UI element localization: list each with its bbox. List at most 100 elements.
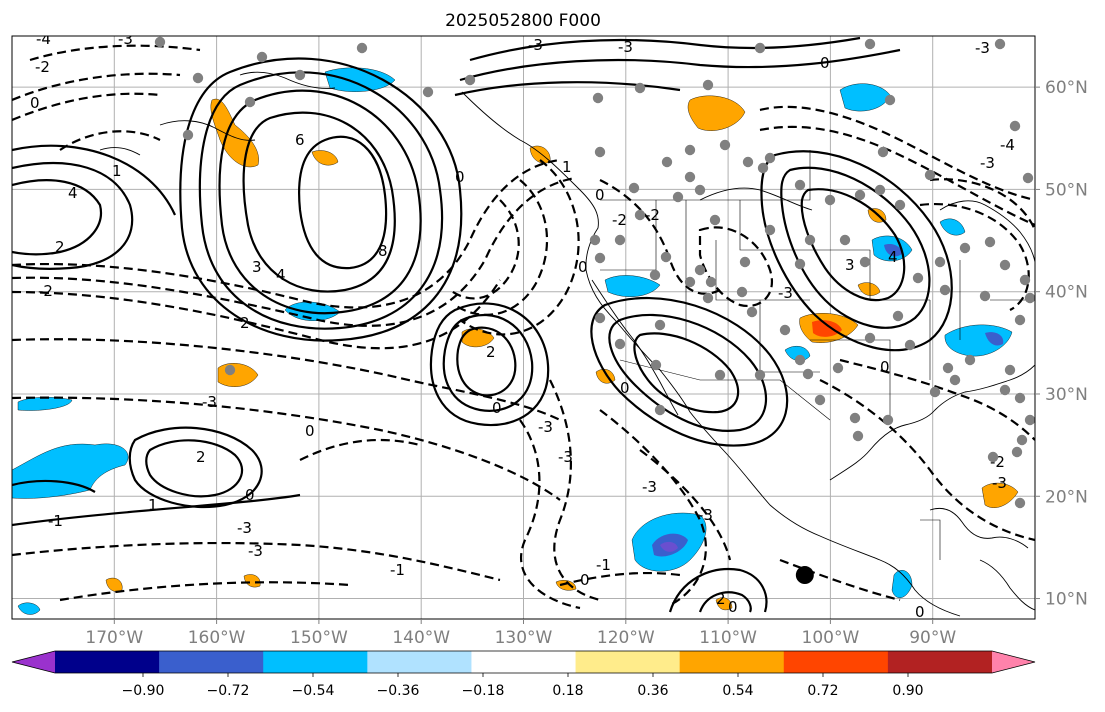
shading-patch [12,443,129,499]
station-dot [694,184,706,196]
contour-label: 1 [562,158,572,176]
lat-tick-label: 10°N [1045,590,1088,610]
lon-tick-label: 150°W [290,628,348,648]
contour-line [12,479,96,493]
station-dot [934,256,946,268]
station-dot [628,182,640,194]
station-dot [794,179,806,191]
contour-label: 0 [595,186,605,204]
station-dot [422,86,434,98]
lat-tick-label: 40°N [1045,283,1088,303]
station-dot [614,338,626,350]
contour-label: -3 [975,39,990,57]
station-dot [994,38,1006,50]
contour-line [519,419,581,610]
colorbar-extend-low [12,651,55,673]
shading-patch [884,244,902,257]
contour-label: -3 [538,418,553,436]
station-dot [594,252,606,264]
colorbar-segment [55,651,160,673]
contour-label: -1 [48,512,63,530]
latitude-axis: 60°N 50°N 40°N 30°N 20°N 10°N [1035,78,1088,610]
contour-line [760,150,953,352]
contour-line [429,302,550,427]
contour-label: -3 [118,30,133,48]
station-dot [912,272,924,284]
contour-label: -4 [36,30,51,48]
station-dot [964,354,976,366]
station-dot [1024,292,1035,304]
colorbar-outline [11,650,1036,674]
contour-line [839,358,1035,441]
station-dot [1014,392,1026,404]
lon-tick-label: 130°W [495,628,553,648]
station-dot [794,258,806,270]
contour-label: -3 [237,519,252,537]
contour-line [929,178,1035,231]
colorbar-segment [159,651,264,673]
station-dot [839,234,851,246]
contour-line [218,89,422,315]
lon-tick-label: 100°W [802,628,860,648]
contour-label: -3 [992,474,1007,492]
storm-marker [795,566,814,585]
station-dot [709,214,721,226]
station-dot [705,276,717,288]
contour-label: 2 [486,343,496,361]
station-dot [979,290,991,302]
contour-label: -3 [698,506,713,524]
shading-patch [687,95,746,131]
colorbar-segment [575,651,681,673]
contour-label: 0 [245,486,255,504]
contour-label: 0 [820,54,830,72]
shading-patch [311,150,339,166]
contour-label: 0 [880,358,890,376]
station-dot [1022,172,1034,184]
contour-label: 3 [252,258,262,276]
station-dot [684,171,696,183]
station-dot [852,430,864,442]
contour-label: 0 [305,422,315,440]
station-dot [959,242,971,254]
station-dot [244,96,256,108]
station-dot [874,184,886,196]
contour-line [12,72,181,102]
contour-label: -2 [645,206,660,224]
contour-label: -1 [596,556,611,574]
contour-line [145,439,244,498]
station-dot [739,256,751,268]
contour-label: -2 [35,58,50,76]
station-dot [661,156,673,168]
contour-label: -3 [618,38,633,56]
contour-label: -4 [1000,136,1015,154]
contour-label: 2 [55,238,65,256]
contour-line [442,314,534,412]
station-dot [764,152,776,164]
contour-label: -3 [248,542,263,560]
contour-line [12,493,301,527]
contour-line [559,571,681,587]
station-dot [684,144,696,156]
contour-label: 0 [455,168,465,186]
contour-line [179,57,463,342]
contour-label: -2 [38,282,53,300]
contour-line [12,162,134,270]
lat-tick-label: 60°N [1045,78,1088,98]
contour-line [919,203,1030,311]
contour-line [12,396,561,501]
contour-label: 0 [30,94,40,112]
station-dot [1014,314,1026,326]
contour-label: -1 [390,561,405,579]
contour-label: 0 [728,598,738,616]
station-dot [1016,434,1028,446]
shading-patch [812,320,842,337]
contour-line [668,567,768,613]
coastlines [99,71,1035,617]
shading-patch [939,218,966,236]
contour-line [449,199,520,300]
station-dot [654,319,666,331]
colorbar-tick-label: −0.90 [122,683,165,699]
station-dot [634,82,646,94]
